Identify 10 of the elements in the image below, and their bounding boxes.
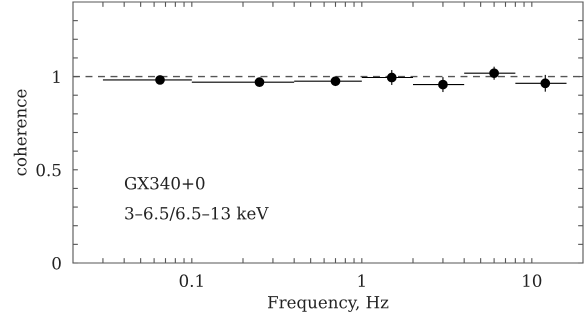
x-tick-label: 1 [358,274,365,287]
x-axis-title: Frequency, Hz [268,296,388,312]
y-tick-label: 0.5 [36,164,61,176]
annotation: GX340+0 [124,176,204,190]
x-tick-label: 10 [523,274,542,288]
y-tick-label: 1 [53,70,60,83]
y-axis-title: coherence [14,89,27,176]
annotation: 3–6.5/6.5–13 keV [125,206,269,221]
y-tick-label: 0 [52,256,61,270]
x-tick-label: 0.1 [180,274,203,288]
